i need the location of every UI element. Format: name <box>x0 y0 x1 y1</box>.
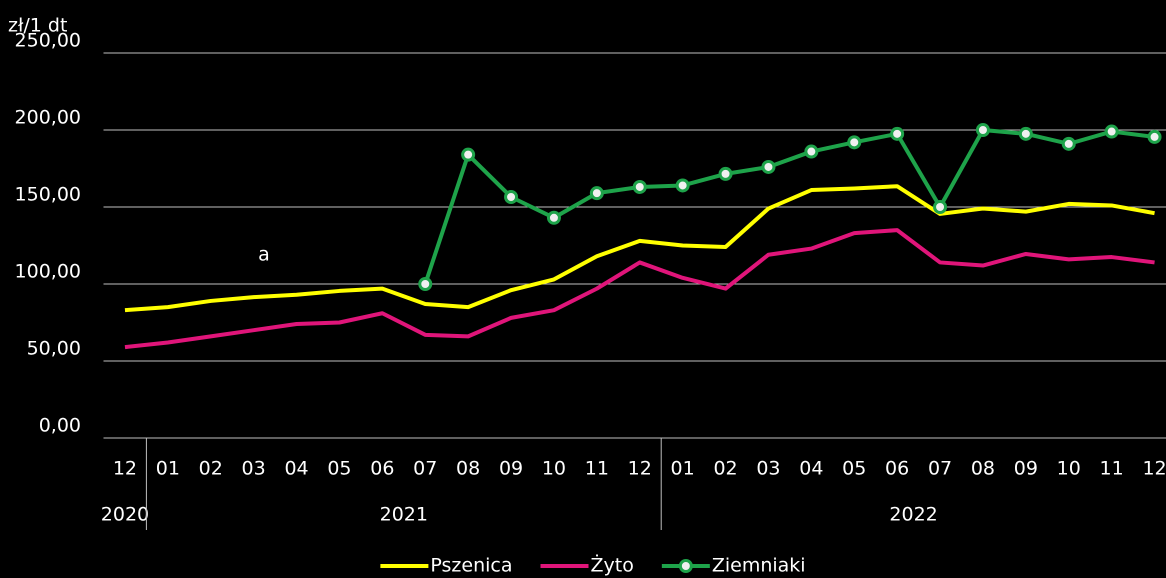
x-tick-label: 08 <box>971 458 995 480</box>
data-point <box>418 277 433 291</box>
x-tick-label: 05 <box>842 458 866 480</box>
y-tick-label: 100,00 <box>15 261 81 283</box>
x-tick-label: 07 <box>413 458 437 480</box>
x-tick-label: 01 <box>156 458 180 480</box>
x-tick-label: 08 <box>456 458 480 480</box>
x-tick-label: 10 <box>542 458 566 480</box>
y-axis-label: zł/1 dt <box>8 15 67 37</box>
x-group-label: 2022 <box>889 504 937 526</box>
data-point <box>761 159 776 174</box>
x-tick-label: 10 <box>1057 458 1081 480</box>
data-point <box>461 147 476 162</box>
x-tick-label: 09 <box>499 458 523 480</box>
data-point <box>847 135 862 150</box>
x-tick-label: 06 <box>885 458 909 480</box>
x-tick-label: 07 <box>928 458 952 480</box>
legend-marker <box>678 559 693 573</box>
y-tick-label: 0,00 <box>39 415 81 437</box>
data-point <box>890 126 905 141</box>
data-point <box>804 144 819 159</box>
x-tick-label: 12 <box>628 458 652 480</box>
x-tick-label: 11 <box>1100 458 1124 480</box>
legend: Pszenica Żyto Ziemniaki <box>380 554 806 577</box>
data-point <box>1147 129 1162 144</box>
data-point <box>933 200 948 214</box>
x-tick-label: 04 <box>284 458 308 480</box>
data-point <box>1061 136 1076 151</box>
annotation: a <box>258 244 270 266</box>
x-tick-label: 01 <box>671 458 695 480</box>
x-tick-label: 03 <box>756 458 780 480</box>
y-tick-label: 250,00 <box>15 30 81 52</box>
x-tick-label: 04 <box>799 458 823 480</box>
data-point <box>632 179 647 194</box>
x-tick-label: 02 <box>713 458 737 480</box>
legend-label: Ziemniaki <box>712 555 806 577</box>
x-tick-label: 06 <box>370 458 394 480</box>
x-tick-label: 02 <box>199 458 223 480</box>
y-tick-label: 150,00 <box>15 184 81 206</box>
data-point <box>718 166 733 181</box>
data-point <box>675 178 690 193</box>
x-tick-label: 12 <box>113 458 137 480</box>
x-group-label: 2021 <box>380 504 428 526</box>
legend-label: Żyto <box>591 554 634 577</box>
x-tick-label: 05 <box>327 458 351 480</box>
x-tick-label: 03 <box>242 458 266 480</box>
x-tick-label: 12 <box>1142 458 1166 480</box>
x-tick-label: 11 <box>585 458 609 480</box>
data-point <box>589 186 604 201</box>
x-group-label: 2020 <box>101 504 149 526</box>
series-line <box>124 228 1155 350</box>
data-point <box>546 210 561 225</box>
y-tick-label: 200,00 <box>15 107 81 129</box>
series-line <box>124 184 1155 313</box>
data-point <box>975 123 990 137</box>
data-point <box>1018 126 1033 141</box>
series-line <box>423 128 1155 285</box>
legend-label: Pszenica <box>430 555 512 577</box>
data-point <box>504 189 519 204</box>
y-tick-label: 50,00 <box>27 338 81 360</box>
data-point <box>1104 124 1119 139</box>
x-tick-label: 09 <box>1014 458 1038 480</box>
